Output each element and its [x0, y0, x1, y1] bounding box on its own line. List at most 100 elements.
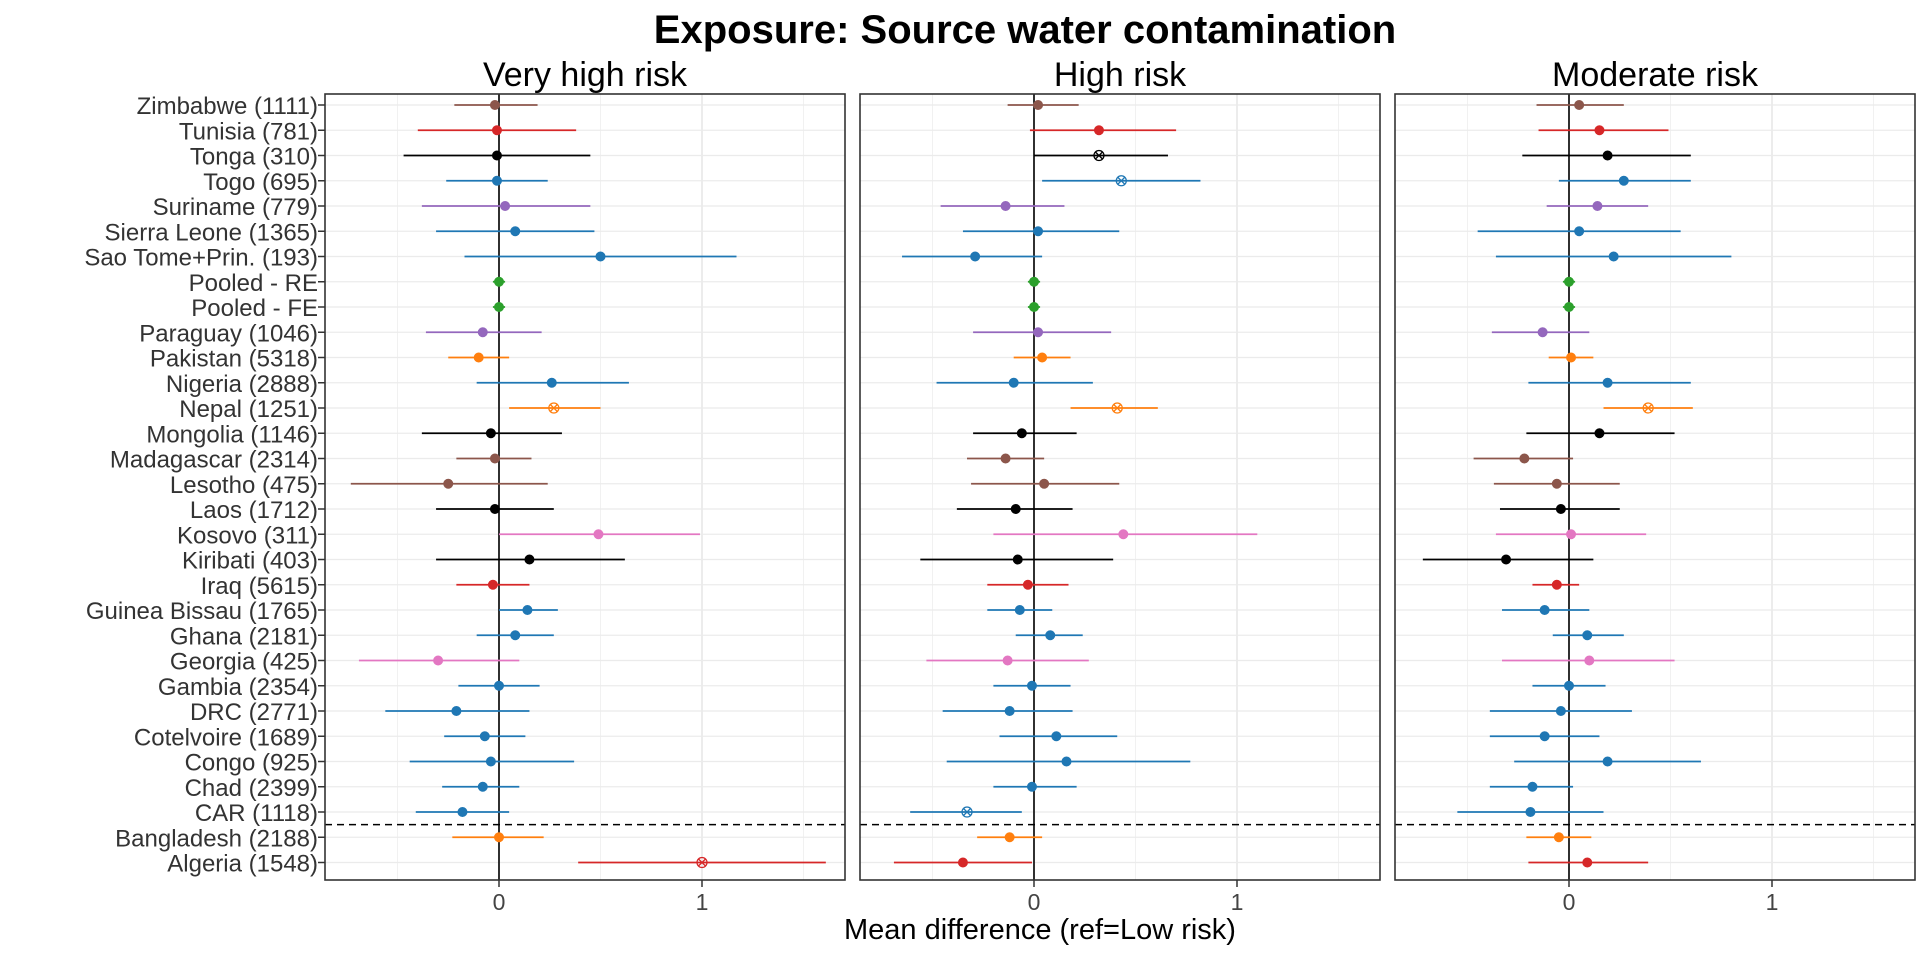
- point-marker: [1519, 453, 1530, 464]
- category-label: Guinea Bissau (1765): [86, 598, 318, 625]
- point-marker: [1551, 579, 1562, 590]
- point-marker: [1539, 605, 1550, 615]
- panel-title: Moderate risk: [1552, 56, 1759, 94]
- point-marker: [1002, 655, 1013, 666]
- point-marker: [443, 478, 454, 489]
- category-label: Lesotho (475): [170, 472, 318, 499]
- point-marker: [1004, 832, 1015, 843]
- point-marker: [451, 706, 462, 716]
- category-label: Pooled - FE: [191, 295, 318, 322]
- x-tick-label: 1: [696, 889, 709, 915]
- panel-title: Very high risk: [483, 56, 688, 94]
- point-marker: [524, 554, 535, 565]
- category-label: Laos (1712): [190, 497, 318, 524]
- point-marker: [1592, 201, 1603, 211]
- point-marker: [1566, 529, 1577, 540]
- point-marker: [433, 655, 444, 666]
- point-marker: [1033, 100, 1044, 110]
- category-label: Mongolia (1146): [146, 421, 318, 448]
- point-marker: [1039, 478, 1050, 489]
- point-marker: [491, 150, 502, 161]
- panel-title: High risk: [1054, 56, 1187, 94]
- point-marker: [1564, 302, 1574, 312]
- point-marker: [961, 806, 973, 818]
- category-label: Madagascar (2314): [110, 447, 318, 474]
- point-marker: [1555, 706, 1566, 716]
- point-marker: [1118, 529, 1129, 540]
- point-marker: [1618, 175, 1629, 186]
- point-marker: [593, 529, 604, 540]
- point-marker: [546, 377, 557, 388]
- point-marker: [1594, 428, 1605, 439]
- point-marker: [1642, 402, 1654, 414]
- point-marker: [1093, 149, 1105, 162]
- point-marker: [1555, 504, 1566, 514]
- point-marker: [473, 352, 484, 363]
- point-marker: [1117, 176, 1126, 185]
- category-label: Nigeria (2888): [166, 371, 318, 398]
- category-label: Pakistan (5318): [150, 346, 318, 373]
- category-label: Iraq (5615): [201, 573, 318, 600]
- point-marker: [1045, 630, 1056, 641]
- category-label: Tunisia (781): [179, 118, 318, 145]
- point-marker: [1574, 226, 1585, 237]
- point-marker: [1574, 100, 1585, 110]
- panel-border: [324, 93, 846, 881]
- category-label: Ghana (2181): [170, 623, 318, 650]
- point-marker: [494, 680, 504, 691]
- point-marker: [970, 251, 981, 262]
- point-marker: [1525, 807, 1536, 817]
- point-marker: [1644, 404, 1653, 412]
- category-label: Georgia (425): [170, 649, 318, 676]
- point-marker: [957, 857, 968, 868]
- point-marker: [1016, 428, 1027, 439]
- point-marker: [1014, 605, 1025, 615]
- point-marker: [491, 125, 502, 136]
- category-label: Algeria (1548): [167, 851, 318, 878]
- point-marker: [1582, 630, 1593, 641]
- point-marker: [1010, 504, 1021, 514]
- point-marker: [1113, 404, 1122, 412]
- category-label: Cotelvoire (1689): [134, 724, 318, 751]
- point-marker: [1000, 453, 1011, 464]
- point-marker: [494, 276, 504, 287]
- x-tick-label: 0: [1563, 889, 1576, 915]
- point-marker: [696, 856, 708, 869]
- point-marker: [1000, 201, 1011, 211]
- category-label: Tonga (310): [190, 144, 318, 171]
- panel-border: [859, 93, 1381, 881]
- point-marker: [1061, 756, 1072, 767]
- point-marker: [487, 579, 498, 590]
- point-marker: [548, 402, 560, 414]
- point-marker: [1095, 151, 1103, 160]
- x-tick-label: 1: [1231, 889, 1244, 915]
- point-marker: [510, 226, 521, 237]
- point-marker: [1602, 377, 1613, 388]
- point-marker: [485, 756, 496, 767]
- point-marker: [1584, 655, 1595, 666]
- point-marker: [485, 428, 496, 439]
- chart-title: Exposure: Source water contamination: [653, 8, 1397, 52]
- point-marker: [1051, 731, 1062, 742]
- category-label: Congo (925): [185, 750, 318, 777]
- point-marker: [1033, 226, 1044, 237]
- point-marker: [1537, 327, 1548, 338]
- point-marker: [1111, 402, 1123, 414]
- point-marker: [1582, 857, 1593, 868]
- x-axis-label: Mean difference (ref=Low risk): [844, 914, 1236, 946]
- point-marker: [457, 807, 468, 817]
- point-marker: [1033, 327, 1044, 338]
- point-marker: [522, 605, 533, 615]
- point-marker: [1115, 175, 1127, 187]
- point-marker: [1012, 554, 1023, 565]
- point-marker: [1553, 832, 1564, 843]
- point-marker: [491, 175, 502, 186]
- point-marker: [1539, 731, 1550, 742]
- point-marker: [1004, 706, 1015, 716]
- point-marker: [1602, 150, 1613, 161]
- category-label: Paraguay (1046): [139, 320, 318, 347]
- category-label: Togo (695): [203, 169, 318, 196]
- x-tick-label: 1: [1766, 889, 1779, 915]
- category-label: Sierra Leone (1365): [105, 219, 318, 246]
- point-marker: [1026, 680, 1037, 691]
